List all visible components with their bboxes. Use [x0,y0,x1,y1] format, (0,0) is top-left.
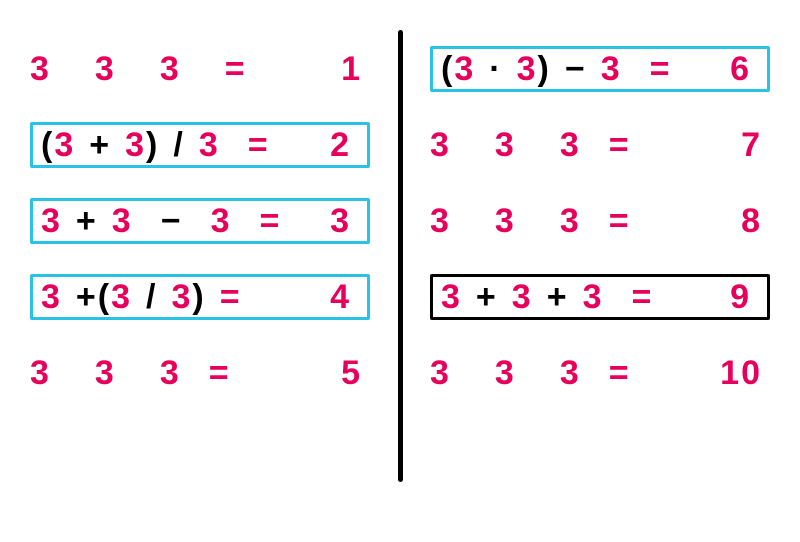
equation-row: 3+3−3=3 [20,194,380,248]
right-column: (3·3)−3=6333=7333=83+3+3=9333=10 [420,20,780,422]
token: 3 [41,278,62,317]
token: 3 [430,202,451,241]
token: ) [146,126,159,165]
token: − [565,50,587,89]
equation: 3 3 3 = 1 [30,46,370,92]
token: / [173,126,184,165]
equation-row: (3·3)−3=6 [420,42,780,96]
result-value: 1 [322,50,370,89]
token: 3 [199,126,220,165]
equation-row: (3 +3) / 3 = 2 [20,118,380,172]
result-value: 6 [711,50,759,89]
equation: 3+3−3=3 [30,198,370,244]
token: 3 [430,126,451,165]
token: ( [441,50,454,89]
page: 333=1(3+3)/3=23+3−3=33+(3/3)=4333=5 (3·3… [0,0,800,542]
token: 3 [430,354,451,393]
token: = [209,354,231,393]
token: 3 [512,278,533,317]
token: + [547,278,569,317]
token: 3 [125,126,146,165]
token: + [76,278,98,317]
equation: (3·3)−3=6 [430,46,770,92]
token: 3 [41,202,62,241]
equation: 3 3 3 = 8 [430,198,770,244]
token: 3 [160,50,181,89]
result-value: 2 [311,126,359,165]
equation-row: 3 +3 +3 = 9 [420,270,780,324]
result-value: 5 [322,354,370,393]
token: + [476,278,498,317]
token: ) [192,278,205,317]
token: 3 [495,202,516,241]
equation-row: 3 3 3 = 5 [20,346,380,400]
token: = [631,278,653,317]
token: 3 [583,278,604,317]
token: ) [538,50,551,89]
equation-row: 3 3 3 = 8 [420,194,780,248]
token: · [489,50,502,89]
token: + [89,126,111,165]
token: 3 [112,202,133,241]
equation: 3 3 3 = 7 [430,122,770,168]
token: = [259,202,281,241]
token: = [609,354,631,393]
token: 3 [95,50,116,89]
equation: (3 +3) / 3 = 2 [30,122,370,168]
token: 3 [441,278,462,317]
token: / [146,278,157,317]
token: − [161,202,183,241]
token: 3 [30,50,51,89]
result-value: 8 [722,202,770,241]
token: 3 [560,126,581,165]
token: 3 [560,354,581,393]
result-value: 3 [311,202,359,241]
equation: 3 +(3 / 3) = 4 [30,274,370,320]
token: ( [98,278,111,317]
token: = [220,278,242,317]
token: + [76,202,98,241]
token: 3 [160,354,181,393]
token: 3 [95,354,116,393]
token: 3 [517,50,538,89]
result-value: 9 [711,278,759,317]
equation-row: 3 3 3 = 7 [420,118,780,172]
token: = [225,50,247,89]
token: = [609,202,631,241]
token: ( [41,126,54,165]
result-value: 7 [722,126,770,165]
token: 3 [601,50,622,89]
equation-row: 3 3 3 = 1 [20,42,380,96]
token: = [609,126,631,165]
equation: 3 3 3 = 5 [30,350,370,396]
token: 3 [560,202,581,241]
token: 3 [171,278,192,317]
token: 3 [495,126,516,165]
left-column: 333=1(3+3)/3=23+3−3=33+(3/3)=4333=5 [20,20,380,422]
token: 3 [454,50,475,89]
equation: 3 +3 +3 = 9 [430,274,770,320]
vertical-divider [398,30,403,482]
token: = [650,50,672,89]
result-value: 10 [720,354,770,393]
token: 3 [495,354,516,393]
equation-row: 3 3 3 = 10 [420,346,780,400]
token: 3 [111,278,132,317]
token: 3 [30,354,51,393]
token: = [248,126,270,165]
equation: 3 3 3 = 10 [430,350,770,396]
result-value: 4 [311,278,359,317]
equation-row: 3 +(3 / 3) = 4 [20,270,380,324]
token: 3 [54,126,75,165]
token: 3 [211,202,232,241]
